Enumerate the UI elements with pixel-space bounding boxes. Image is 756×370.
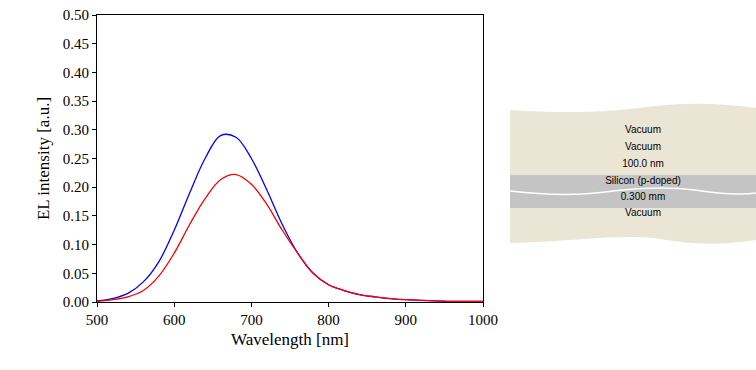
svg-text:0.40: 0.40 [63, 65, 89, 81]
svg-text:Vacuum: Vacuum [625, 141, 661, 152]
svg-text:0.10: 0.10 [63, 237, 89, 253]
svg-text:800: 800 [317, 312, 340, 328]
svg-text:Vacuum: Vacuum [625, 124, 661, 135]
svg-text:0.30: 0.30 [63, 122, 89, 138]
svg-text:0.05: 0.05 [63, 266, 89, 282]
svg-text:0.20: 0.20 [63, 179, 89, 195]
svg-text:EL intensity [a.u.]: EL intensity [a.u.] [34, 97, 53, 220]
svg-text:0.35: 0.35 [63, 93, 89, 109]
svg-text:0.15: 0.15 [63, 208, 89, 224]
svg-text:100.0 nm: 100.0 nm [622, 158, 664, 169]
svg-text:700: 700 [240, 312, 263, 328]
svg-text:Wavelength [nm]: Wavelength [nm] [231, 330, 349, 349]
svg-text:0.45: 0.45 [63, 36, 89, 52]
svg-text:600: 600 [163, 312, 186, 328]
svg-text:900: 900 [395, 312, 418, 328]
svg-text:0.25: 0.25 [63, 151, 89, 167]
svg-text:Silicon (p-doped): Silicon (p-doped) [605, 175, 681, 186]
svg-text:0.300 mm: 0.300 mm [621, 191, 665, 202]
svg-text:Vacuum: Vacuum [625, 207, 661, 218]
svg-text:1000: 1000 [468, 312, 498, 328]
svg-text:500: 500 [86, 312, 109, 328]
svg-text:0.50: 0.50 [63, 7, 89, 23]
svg-text:0.00: 0.00 [63, 294, 89, 310]
